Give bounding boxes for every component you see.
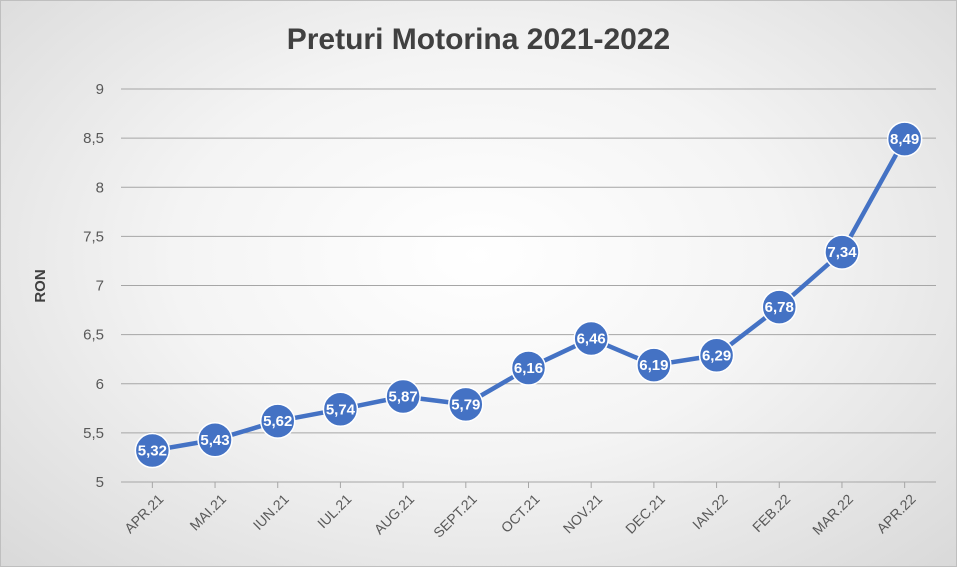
data-point — [636, 347, 672, 383]
x-tick-label: IUL.21 — [314, 491, 355, 532]
y-tick-label: 9 — [96, 81, 104, 98]
x-tick-label: OCT.21 — [498, 491, 543, 536]
data-point — [698, 337, 735, 374]
data-point — [886, 121, 923, 157]
data-label: 6,16 — [514, 360, 543, 377]
data-point — [259, 403, 296, 439]
x-tick-label: SEPT.21 — [430, 491, 480, 541]
x-tick-label: AUG.21 — [371, 491, 418, 538]
y-tick-label: 5 — [96, 474, 104, 491]
data-point — [761, 289, 798, 325]
x-tick-label: IAN.22 — [689, 491, 731, 533]
data-label: 5,62 — [263, 413, 292, 430]
x-tick-label: APR.21 — [121, 491, 167, 537]
y-axis-label: RON — [32, 269, 49, 302]
data-label: 5,74 — [326, 401, 356, 418]
y-tick-label: 7 — [96, 278, 104, 295]
data-point — [197, 422, 233, 458]
y-tick-label: 7,5 — [83, 228, 104, 245]
data-point — [824, 234, 860, 270]
data-point — [385, 378, 421, 415]
data-label: 6,19 — [639, 357, 668, 374]
y-tick-label: 5,5 — [83, 425, 104, 442]
x-tick-label: IUN.21 — [250, 491, 292, 533]
data-label: 5,32 — [138, 443, 167, 460]
x-tick-label: FEB.22 — [749, 491, 793, 535]
data-label: 6,78 — [765, 299, 794, 316]
y-tick-label: 8 — [96, 179, 104, 196]
data-label: 6,46 — [577, 331, 606, 348]
data-label: 5,79 — [451, 396, 480, 413]
data-point — [573, 320, 609, 357]
data-label: 8,49 — [890, 131, 919, 148]
y-tick-label: 8,5 — [83, 130, 104, 147]
data-point — [448, 386, 484, 423]
data-label: 7,34 — [827, 244, 857, 261]
data-label: 5,87 — [389, 389, 418, 406]
data-label: 6,29 — [702, 347, 731, 364]
data-point — [134, 432, 171, 469]
x-tick-label: MAI.21 — [186, 491, 229, 534]
data-point — [322, 391, 359, 428]
y-tick-label: 6 — [96, 376, 104, 393]
x-tick-label: DEC.21 — [622, 491, 668, 537]
x-tick-label: APR.22 — [873, 491, 919, 537]
chart-title: Preturi Motorina 2021-2022 — [286, 23, 671, 56]
x-tick-label: NOV.21 — [560, 491, 606, 537]
data-label: 5,43 — [200, 432, 229, 449]
x-tick-label: MAR.22 — [809, 491, 856, 538]
y-tick-label: 6,5 — [83, 327, 104, 344]
data-point — [510, 350, 547, 386]
